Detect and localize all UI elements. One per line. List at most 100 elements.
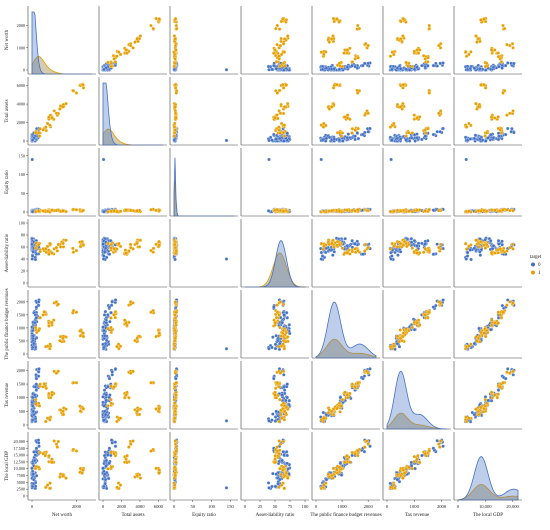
scatter-point-target-0 bbox=[469, 257, 473, 262]
scatter-point-target-1 bbox=[174, 393, 178, 397]
scatter-point-target-1 bbox=[281, 302, 286, 307]
scatter-point-target-0 bbox=[110, 441, 114, 445]
scatter-point-target-1 bbox=[41, 313, 45, 317]
scatter-point-target-1 bbox=[173, 37, 177, 41]
scatter-point-target-1 bbox=[113, 60, 117, 64]
scatter-point-target-1 bbox=[38, 315, 42, 320]
scatter-point-target-1 bbox=[173, 412, 178, 417]
scatter-point-target-1 bbox=[508, 208, 512, 213]
scatter-point-target-1 bbox=[340, 131, 345, 135]
scatter-point-target-1 bbox=[402, 239, 407, 244]
scatter-point-target-1 bbox=[33, 466, 38, 471]
scatter-point-target-1 bbox=[423, 57, 427, 61]
scatter-point-target-1 bbox=[54, 208, 59, 213]
y-tick-label: 1000 bbox=[17, 45, 25, 50]
scatter-point-target-0 bbox=[284, 450, 289, 454]
scatter-point-target-0 bbox=[398, 67, 403, 71]
scatter-point-target-0 bbox=[320, 67, 325, 72]
scatter-point-target-0 bbox=[103, 341, 108, 346]
scatter-point-target-1 bbox=[484, 328, 489, 333]
scatter-point-target-1 bbox=[281, 41, 286, 46]
scatter-point-target-0 bbox=[107, 446, 112, 450]
scatter-point-target-0 bbox=[103, 472, 107, 476]
scatter-point-target-1 bbox=[407, 130, 411, 135]
scatter-point-target-1 bbox=[501, 23, 505, 28]
scatter-point-target-0 bbox=[172, 67, 177, 72]
scatter-point-target-0 bbox=[101, 466, 105, 470]
scatter-point-target-1 bbox=[174, 460, 178, 465]
scatter-point-target-0 bbox=[104, 458, 109, 463]
scatter-point-target-0 bbox=[31, 409, 35, 414]
scatter-point-target-0 bbox=[272, 132, 276, 137]
scatter-point-target-1 bbox=[71, 246, 75, 251]
scatter-point-target-1 bbox=[464, 247, 469, 251]
scatter-point-target-1 bbox=[61, 245, 66, 249]
scatter-point-target-0 bbox=[409, 240, 414, 244]
scatter-point-target-0 bbox=[33, 257, 38, 262]
scatter-point-target-1 bbox=[437, 245, 441, 250]
y-tick-label: 10,000 bbox=[13, 466, 25, 472]
scatter-point-target-1 bbox=[322, 121, 326, 126]
scatter-point-target-1 bbox=[45, 483, 50, 487]
scatter-point-target-1 bbox=[174, 48, 178, 52]
scatter-point-target-1 bbox=[476, 241, 481, 246]
scatter-point-target-1 bbox=[174, 310, 178, 314]
scatter-point-target-1 bbox=[284, 330, 289, 335]
scatter-point-target-1 bbox=[173, 86, 178, 90]
y-tick-label: 15,000 bbox=[13, 453, 25, 459]
scatter-point-target-0 bbox=[104, 398, 108, 403]
scatter-point-target-1 bbox=[48, 486, 52, 491]
scatter-point-target-1 bbox=[388, 209, 393, 214]
scatter-point-target-0 bbox=[353, 64, 357, 69]
scatter-point-target-1 bbox=[281, 61, 286, 66]
scatter-point-target-0 bbox=[491, 244, 496, 248]
scatter-point-target-1 bbox=[52, 109, 56, 113]
scatter-point-target-0 bbox=[107, 305, 112, 309]
scatter-point-target-1 bbox=[427, 248, 431, 253]
scatter-point-target-1 bbox=[281, 328, 286, 333]
scatter-point-target-0 bbox=[496, 137, 501, 142]
scatter-point-target-1 bbox=[54, 111, 59, 116]
scatter-point-target-0 bbox=[420, 137, 424, 142]
scatter-point-target-0 bbox=[30, 257, 34, 261]
scatter-point-target-1 bbox=[106, 327, 110, 331]
scatter-point-target-1 bbox=[467, 52, 471, 57]
scatter-point-target-0 bbox=[104, 393, 109, 397]
panel-2-6 bbox=[453, 148, 522, 217]
scatter-point-target-1 bbox=[398, 209, 403, 213]
scatter-point-target-1 bbox=[366, 111, 370, 116]
panel-1-3 bbox=[240, 77, 309, 146]
scatter-point-target-1 bbox=[508, 43, 512, 48]
scatter-point-target-0 bbox=[441, 298, 445, 302]
scatter-point-target-1 bbox=[489, 390, 494, 395]
scatter-point-target-1 bbox=[407, 61, 411, 66]
scatter-point-target-1 bbox=[154, 16, 158, 21]
scatter-point-target-1 bbox=[157, 406, 162, 411]
scatter-point-target-1 bbox=[47, 454, 51, 458]
scatter-point-target-0 bbox=[396, 253, 400, 257]
scatter-point-target-0 bbox=[103, 250, 107, 254]
scatter-point-target-0 bbox=[390, 67, 394, 72]
scatter-point-target-1 bbox=[173, 61, 177, 66]
scatter-point-target-1 bbox=[483, 64, 488, 69]
y-tick-label: 4000 bbox=[17, 102, 25, 107]
scatter-point-target-1 bbox=[44, 125, 48, 129]
scatter-point-target-1 bbox=[483, 397, 488, 402]
scatter-point-target-0 bbox=[267, 157, 271, 162]
scatter-point-target-1 bbox=[278, 43, 283, 48]
scatter-point-target-0 bbox=[345, 244, 350, 248]
scatter-point-target-1 bbox=[321, 419, 326, 424]
scatter-point-target-0 bbox=[33, 453, 38, 457]
scatter-point-target-0 bbox=[30, 138, 35, 142]
scatter-point-target-1 bbox=[401, 82, 406, 87]
scatter-point-target-1 bbox=[464, 419, 469, 424]
scatter-point-target-1 bbox=[277, 57, 281, 61]
scatter-point-target-1 bbox=[74, 310, 79, 314]
scatter-point-target-1 bbox=[281, 111, 286, 116]
scatter-point-target-1 bbox=[157, 243, 162, 247]
x-axis-label: Total assets bbox=[121, 513, 144, 518]
scatter-point-target-0 bbox=[412, 239, 417, 243]
panel-2-3 bbox=[240, 148, 309, 217]
